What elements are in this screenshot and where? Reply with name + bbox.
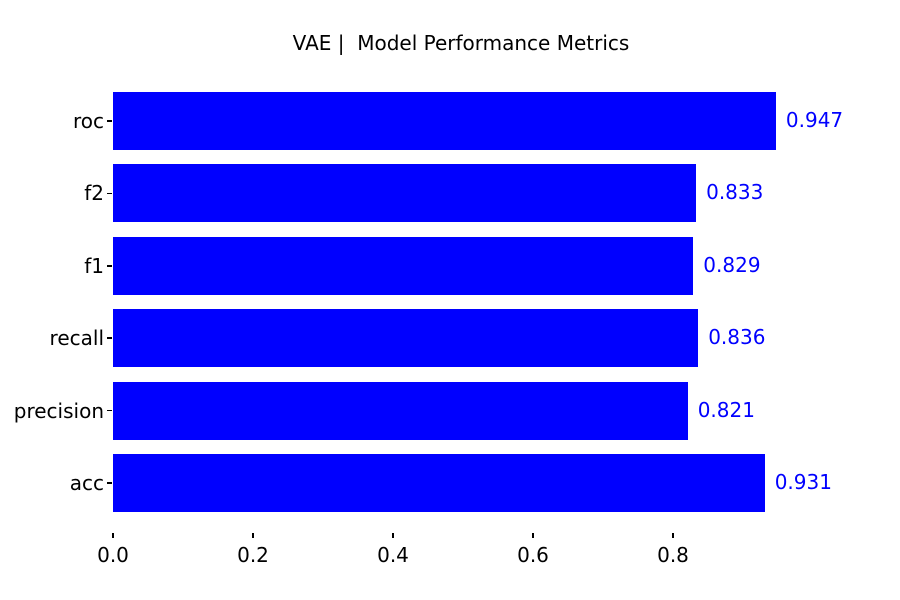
x-tick-0.8 <box>672 533 674 538</box>
x-tick-0.0 <box>112 533 114 538</box>
x-tick-label-0.2: 0.2 <box>237 543 269 567</box>
value-label-f1: 0.829 <box>703 252 761 277</box>
y-axis-label-precision: precision <box>13 398 104 423</box>
x-tick-0.4 <box>392 533 394 538</box>
x-tick-0.2 <box>252 533 254 538</box>
y-axis-label-f2: f2 <box>84 181 104 206</box>
x-tick-0.6 <box>532 533 534 538</box>
x-tick-label-0.4: 0.4 <box>377 543 409 567</box>
bar-recall <box>113 309 699 368</box>
value-label-acc: 0.931 <box>774 470 832 494</box>
y-tick-precision <box>107 409 112 412</box>
y-axis-label-recall: recall <box>49 326 104 351</box>
x-tick-label-0.0: 0.0 <box>97 543 129 567</box>
x-tick-label-0.6: 0.6 <box>517 543 549 567</box>
y-tick-roc <box>107 120 112 122</box>
bar-roc <box>113 92 776 150</box>
value-label-recall: 0.836 <box>708 325 766 350</box>
bar-acc <box>113 454 765 512</box>
y-tick-acc <box>107 482 112 484</box>
value-label-precision: 0.821 <box>697 397 755 422</box>
y-tick-f1 <box>107 265 112 267</box>
bar-precision <box>113 381 688 440</box>
y-tick-recall <box>107 337 112 339</box>
y-axis-label-acc: acc <box>69 471 104 495</box>
plot-area: 0.947 roc 0.833 f2 0.829 f1 0.836 recall 0.821 pr… <box>14 71 843 567</box>
bar-f2 <box>113 164 697 223</box>
value-label-roc: 0.947 <box>785 107 844 132</box>
bar-f1 <box>113 236 694 295</box>
chart-title: VAE | Model Performance Metrics <box>292 31 630 55</box>
x-tick-label-0.8: 0.8 <box>657 543 689 567</box>
y-axis-label-f1: f1 <box>84 253 104 278</box>
y-tick-f2 <box>107 192 112 195</box>
value-label-f2: 0.833 <box>706 180 764 205</box>
y-axis-label-roc: roc <box>72 108 104 133</box>
